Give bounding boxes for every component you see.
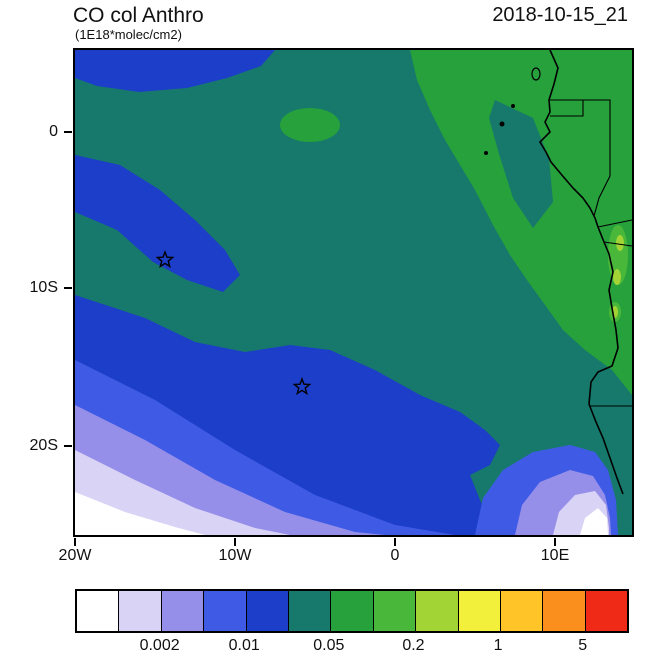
x-tick-label-0: 0 — [390, 547, 400, 564]
x-tick-label-10e: 10E — [540, 547, 570, 564]
x-tick-label-20w: 20W — [58, 547, 92, 564]
colorbar-cell-5 — [287, 591, 331, 631]
y-tick-mark-10s — [64, 287, 72, 289]
colorbar-label-0: 0.002 — [139, 637, 180, 654]
region-white-se — [580, 508, 608, 535]
x-tick-mark-10e — [554, 538, 556, 546]
colorbar-cell-2 — [160, 591, 204, 631]
map-plot — [73, 48, 634, 537]
island-sao-tome — [499, 121, 505, 127]
colorbar-label-3: 0.2 — [402, 637, 425, 654]
contour-map-svg — [75, 50, 632, 535]
region-teal-wedge — [489, 100, 553, 228]
colorbar-label-5: 5 — [578, 637, 588, 654]
y-tick-mark-20s — [64, 445, 72, 447]
colorbar-cell-0 — [77, 591, 119, 631]
x-tick-mark-0 — [394, 538, 396, 546]
colorbar-label-1: 0.01 — [228, 637, 260, 654]
colorbar-cell-10 — [499, 591, 543, 631]
island-annobon — [484, 151, 488, 155]
star-marker-1 — [155, 250, 175, 269]
region-green-patch-topcenter — [280, 108, 340, 142]
region-green-northeast — [410, 50, 632, 395]
colorbar-label-4: 1 — [493, 637, 503, 654]
colorbar-cell-12 — [584, 591, 628, 631]
x-tick-mark-10w — [234, 538, 236, 546]
border-congo-drc — [597, 219, 632, 228]
timestamp-label: 2018-10-15_21 — [492, 4, 628, 26]
region-yellowgreen-spot-2 — [613, 269, 621, 285]
region-white-sw — [75, 492, 205, 535]
border-gabon-congo — [583, 99, 611, 217]
colorbar-cell-4 — [245, 591, 288, 631]
colorbar — [75, 589, 629, 633]
colorbar-cell-3 — [203, 591, 246, 631]
region-blue-topleft-band — [75, 50, 275, 92]
colorbar-cell-7 — [372, 591, 416, 631]
colorbar-cell-11 — [542, 591, 585, 631]
region-yellowgreen-spot-1 — [616, 235, 624, 251]
colorbar-cell-6 — [330, 591, 373, 631]
star-marker-2 — [292, 377, 312, 396]
y-tick-mark-0 — [64, 131, 72, 133]
x-tick-label-10w: 10W — [218, 547, 252, 564]
y-tick-label-10s: 10S — [29, 279, 58, 296]
border-drc-angola — [603, 241, 632, 247]
colorbar-cell-9 — [457, 591, 500, 631]
colorbar-cell-8 — [415, 591, 458, 631]
page-title: CO col Anthro — [73, 4, 204, 27]
y-tick-label-20s: 20S — [29, 437, 58, 454]
island-bioko — [531, 67, 541, 81]
coastline — [538, 50, 624, 495]
region-blue-tongue — [75, 155, 240, 292]
units-label: (1E18*molec/cm2) — [75, 27, 182, 42]
colorbar-labels: 0.002 0.01 0.05 0.2 1 5 — [75, 637, 625, 659]
colorbar-label-2: 0.05 — [313, 637, 345, 654]
x-tick-mark-20w — [74, 538, 76, 546]
island-principe — [511, 104, 515, 108]
colorbar-cell-1 — [118, 591, 161, 631]
border-eq-guinea — [550, 99, 584, 117]
y-tick-label-0: 0 — [49, 123, 58, 140]
